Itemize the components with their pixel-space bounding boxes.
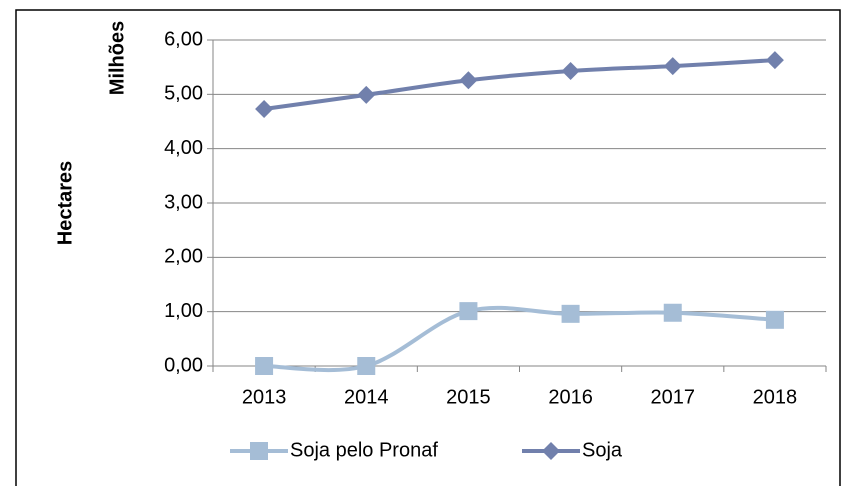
marker (250, 442, 268, 460)
marker (459, 71, 478, 90)
y-tick-label: 3,00 (164, 191, 203, 213)
marker (663, 57, 682, 76)
marker (663, 303, 682, 322)
marker (255, 357, 274, 375)
y-axis-label: Hectares (54, 161, 76, 246)
marker (561, 61, 580, 80)
marker (357, 85, 376, 104)
x-tick-label: 2016 (548, 386, 593, 408)
y-tick-label: 4,00 (164, 137, 203, 159)
x-tick-label: 2018 (753, 386, 798, 408)
marker (765, 310, 784, 329)
series-line (264, 305, 776, 373)
marker (561, 304, 580, 323)
marker (765, 51, 784, 70)
y-tick-label: 6,00 (164, 28, 203, 50)
marker (357, 357, 376, 375)
legend-label: Soja (582, 439, 623, 461)
x-tick-label: 2013 (242, 386, 287, 408)
y-tick-label: 2,00 (164, 246, 203, 268)
y-tick-label: 1,00 (164, 300, 203, 322)
marker (255, 100, 274, 119)
marker (542, 442, 560, 460)
legend-label: Soja pelo Pronaf (290, 439, 438, 461)
x-tick-label: 2015 (446, 386, 491, 408)
x-tick-label: 2014 (344, 386, 389, 408)
x-tick-label: 2017 (651, 386, 696, 408)
series-line (263, 58, 776, 111)
marker (459, 302, 478, 321)
y-tick-label: 5,00 (164, 83, 203, 105)
y-unit-label: Milhões (106, 21, 128, 95)
y-tick-label: 0,00 (164, 354, 203, 376)
chart-frame (15, 9, 841, 486)
